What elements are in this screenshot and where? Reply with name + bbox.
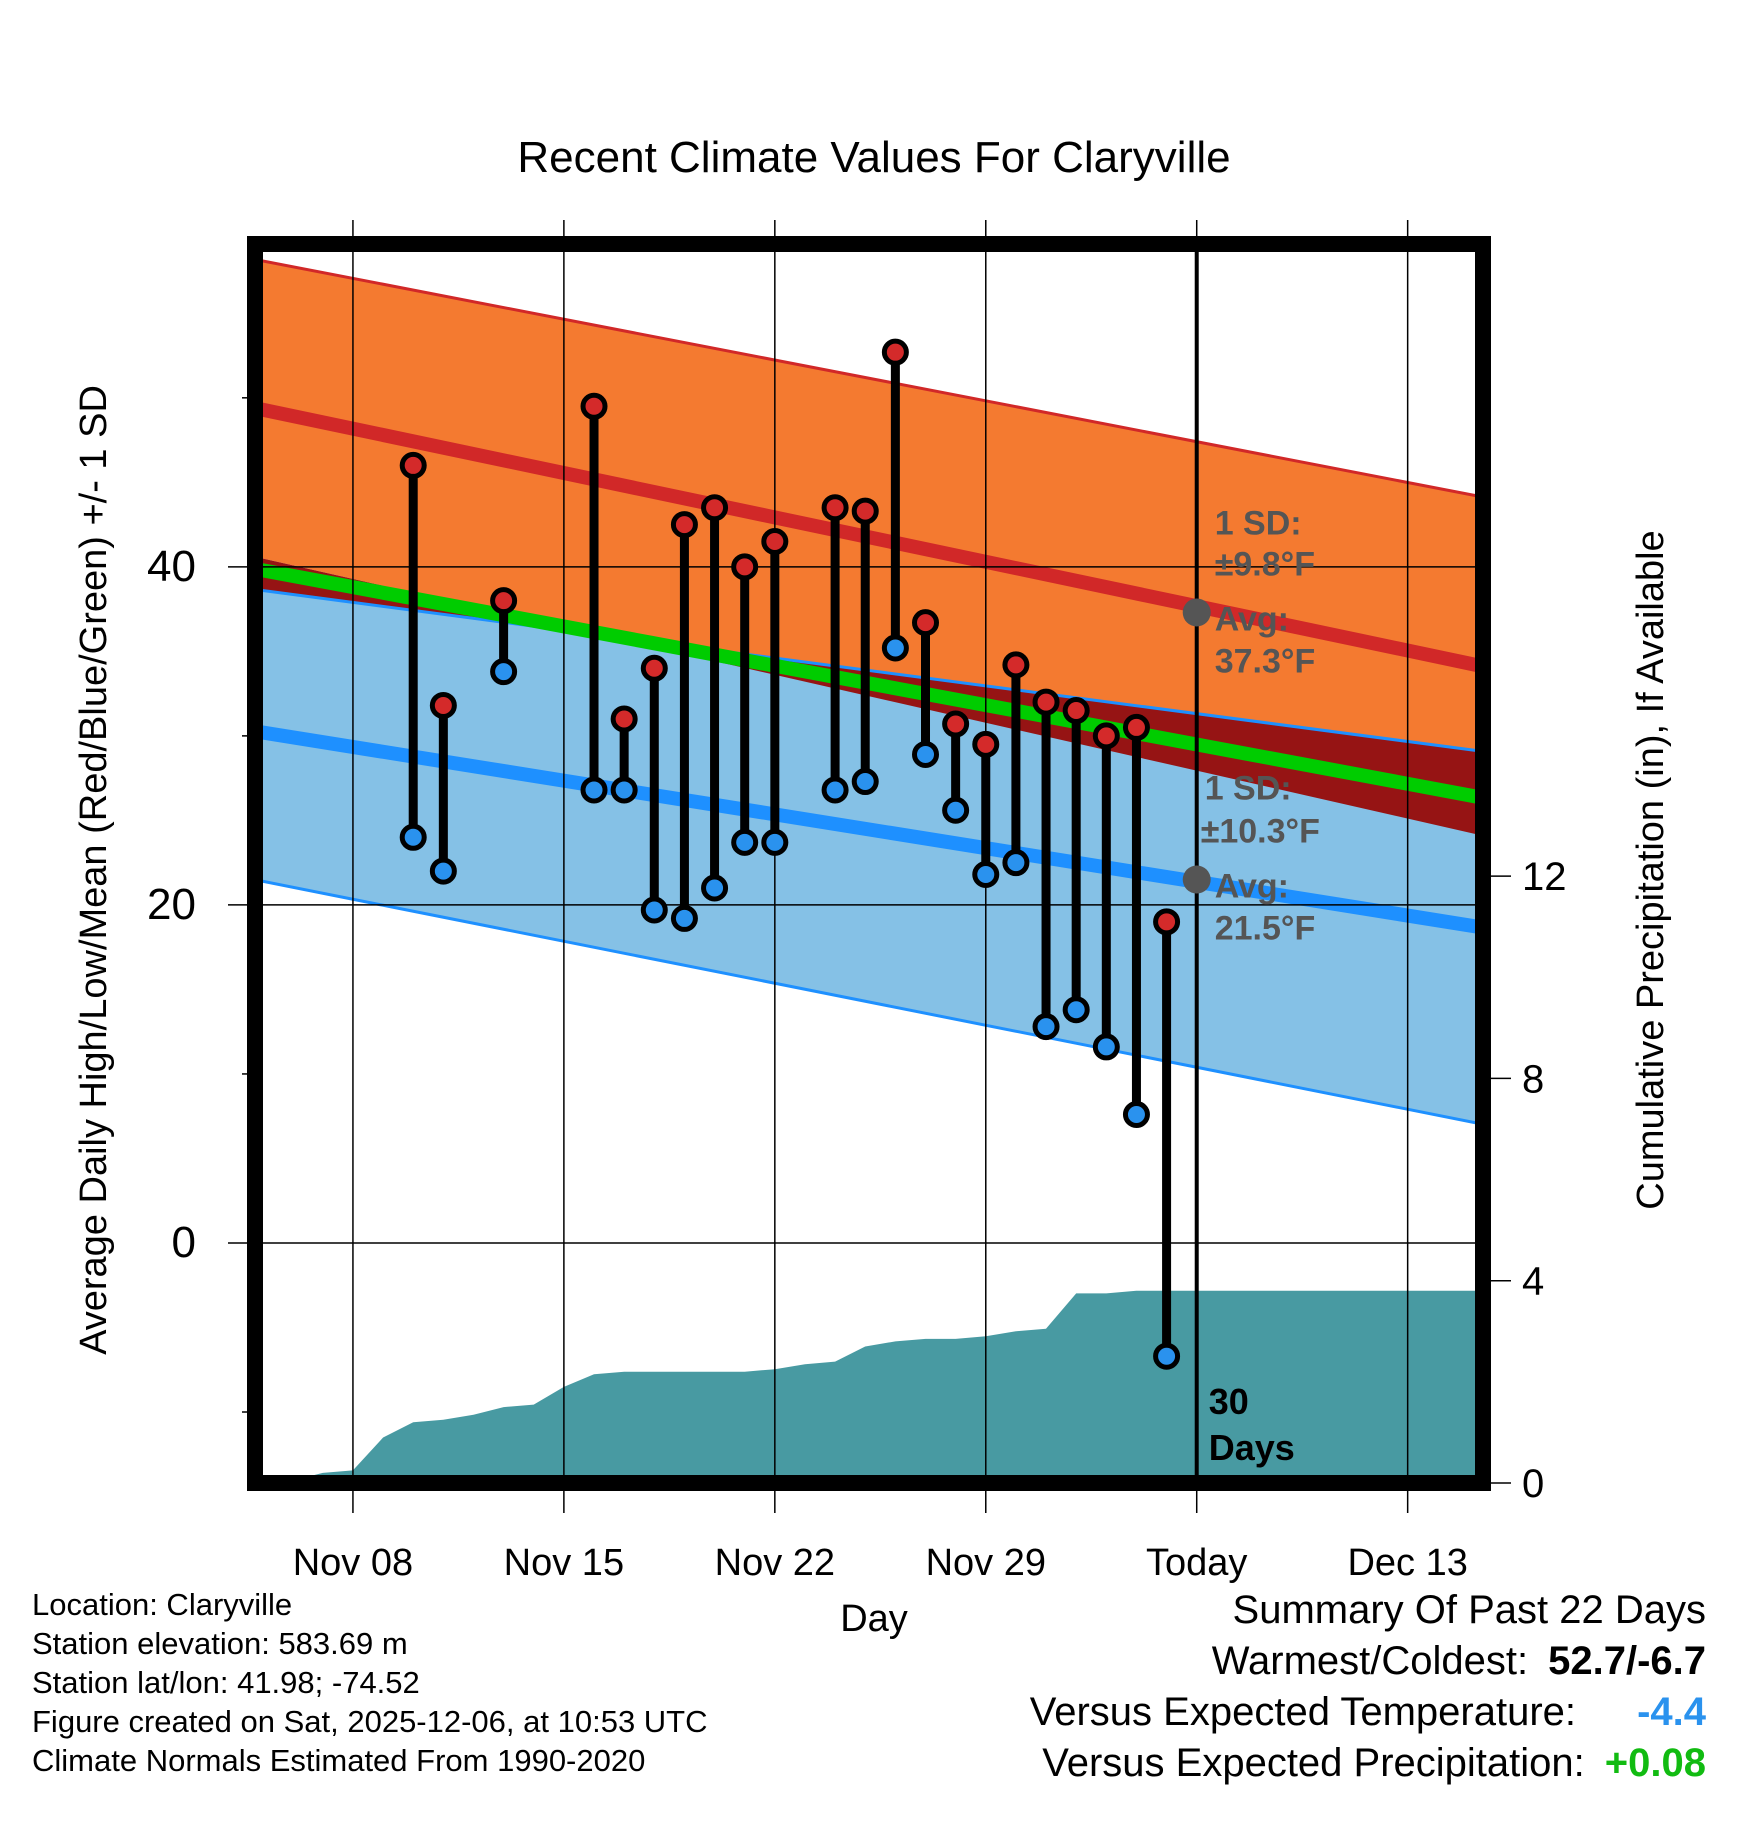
- y2-tick-label: 0: [1522, 1462, 1544, 1506]
- high-sd-label: 1 SD:: [1215, 504, 1302, 542]
- y-tick-label: 40: [147, 542, 196, 591]
- obs-high-point: [610, 705, 638, 733]
- obs-low-point: [912, 740, 940, 768]
- obs-low-point: [701, 874, 729, 902]
- station-location: Location: Claryville: [32, 1587, 293, 1622]
- warmest-label: Warmest/Coldest:: [1211, 1639, 1529, 1683]
- obs-high-point: [942, 710, 970, 738]
- x-tick-label: Nov 08: [293, 1542, 413, 1584]
- today-days-label: 30: [1209, 1381, 1249, 1422]
- chart-title: Recent Climate Values For Claryville: [517, 133, 1230, 182]
- x-tick-label: Nov 15: [504, 1542, 624, 1584]
- obs-low-point: [881, 634, 909, 662]
- x-tick-label: Nov 22: [715, 1542, 835, 1584]
- high-avg-value: 37.3°F: [1215, 642, 1316, 680]
- obs-low-point: [1002, 849, 1030, 877]
- temp-label: Versus Expected Temperature:: [1029, 1690, 1576, 1734]
- obs-low-point: [942, 796, 970, 824]
- obs-low-point: [429, 857, 457, 885]
- y-tick-label: 20: [147, 880, 196, 929]
- summary-temp-row: Versus Expected Temperature: -4.4: [1030, 1687, 1706, 1738]
- obs-low-point: [821, 776, 849, 804]
- low-sd-label: 1 SD:: [1205, 770, 1292, 808]
- obs-low-point: [761, 828, 789, 856]
- x-axis-label: Day: [840, 1598, 908, 1640]
- station-latlon: Station lat/lon: 41.98; -74.52: [32, 1665, 420, 1700]
- obs-low-point: [1032, 1013, 1060, 1041]
- precip-value: +0.08: [1604, 1741, 1706, 1785]
- high-upper-line: [255, 257, 1483, 499]
- x-tick-label: Nov 29: [926, 1542, 1046, 1584]
- low-sd-value: ±10.3°F: [1201, 813, 1320, 851]
- plot-area: Nov 08 Nov 15 Nov 22 Nov 29 Today Dec 1302040…: [147, 220, 1567, 1584]
- obs-high-point: [881, 338, 909, 366]
- obs-low-point: [640, 896, 668, 924]
- high-avg-label: Avg:: [1215, 600, 1289, 638]
- obs-low-point: [1062, 996, 1090, 1024]
- obs-high-point: [580, 392, 608, 420]
- summary-title: Summary Of Past 22 Days: [1232, 1588, 1706, 1632]
- y2-tick-label: 12: [1522, 855, 1567, 899]
- precip-area: [262, 1290, 1483, 1483]
- obs-high-point: [1032, 688, 1060, 716]
- obs-high-point: [1062, 697, 1090, 725]
- obs-low-point: [580, 776, 608, 804]
- obs-high-point: [701, 494, 729, 522]
- high-sd-value: ±9.8°F: [1215, 545, 1315, 583]
- y-tick-label: 0: [172, 1218, 196, 1267]
- obs-low-point: [610, 776, 638, 804]
- obs-high-point: [761, 527, 789, 555]
- summary-precip-row: Versus Expected Precipitation: +0.08: [1030, 1738, 1706, 1789]
- obs-high-point: [640, 654, 668, 682]
- obs-high-point: [429, 691, 457, 719]
- obs-low-point: [490, 658, 518, 686]
- obs-high-point: [1002, 651, 1030, 679]
- obs-high-point: [670, 511, 698, 539]
- climate-normals: Climate Normals Estimated From 1990-2020: [32, 1743, 646, 1778]
- figure-created: Figure created on Sat, 2025-12-06, at 10…: [32, 1704, 708, 1739]
- obs-high-point: [731, 553, 759, 581]
- x-tick-label: Dec 13: [1347, 1542, 1467, 1584]
- obs-low-point: [399, 823, 427, 851]
- obs-high-point: [1153, 908, 1181, 936]
- y-axis-label: Average Daily High/Low/Mean (Red/Blue/Gr…: [73, 385, 115, 1355]
- y2-axis-label: Cumulative Precipitation (in), If Availa…: [1630, 530, 1672, 1209]
- station-elevation: Station elevation: 583.69 m: [32, 1626, 408, 1661]
- low-lower-line: [255, 878, 1483, 1126]
- obs-low-point: [1122, 1101, 1150, 1129]
- y2-tick-label: 8: [1522, 1057, 1544, 1101]
- temp-value: -4.4: [1637, 1690, 1706, 1734]
- today-low-avg-dot: [1182, 865, 1211, 894]
- obs-high-point: [490, 587, 518, 615]
- obs-high-point: [912, 609, 940, 637]
- obs-high-point: [399, 451, 427, 479]
- obs-low-point: [851, 768, 879, 796]
- low-avg-line: [255, 724, 1483, 935]
- obs-low-point: [731, 828, 759, 856]
- y2-tick-label: 4: [1522, 1260, 1544, 1304]
- obs-high-point: [1122, 713, 1150, 741]
- obs-low-point: [972, 860, 1000, 888]
- station-info: Location: Claryville Station elevation: …: [32, 1585, 708, 1780]
- x-tick-label: Today: [1146, 1542, 1247, 1584]
- obs-high-point: [1092, 722, 1120, 750]
- obs-low-point: [1153, 1342, 1181, 1370]
- obs-low-point: [670, 904, 698, 932]
- precip-label: Versus Expected Precipitation:: [1042, 1741, 1585, 1785]
- obs-high-point: [851, 497, 879, 525]
- today-days-label: Days: [1209, 1427, 1295, 1468]
- obs-low-point: [1092, 1033, 1120, 1061]
- warmest-value: 52.7/-6.7: [1548, 1639, 1706, 1683]
- low-avg-value: 21.5°F: [1215, 910, 1316, 948]
- summary-warmest-row: Warmest/Coldest: 52.7/-6.7: [1030, 1636, 1706, 1687]
- obs-high-point: [972, 730, 1000, 758]
- obs-high-point: [821, 494, 849, 522]
- summary-panel: Summary Of Past 22 Days Warmest/Coldest:…: [1030, 1585, 1706, 1789]
- low-avg-label: Avg:: [1215, 868, 1289, 906]
- plot-frame: [247, 236, 1491, 1491]
- today-high-avg-dot: [1182, 598, 1211, 627]
